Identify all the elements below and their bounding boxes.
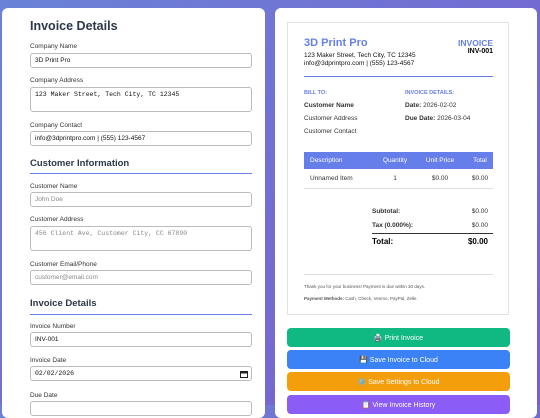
tax-label: Tax (0.000%): <box>372 222 414 229</box>
invoice-number-input[interactable] <box>30 332 252 347</box>
customer-contact-input[interactable] <box>30 270 252 285</box>
payment-methods: Cash, Check, Venmo, PayPal, Zelle <box>345 296 417 301</box>
footer-line <box>304 274 493 275</box>
save-settings-button[interactable]: ⚙️ Save Settings to Cloud <box>287 372 510 391</box>
table-header-cell: Description <box>310 157 343 164</box>
row-line <box>304 188 493 189</box>
table-cell: Unnamed Item <box>310 175 353 182</box>
invoice-title: INVOICE <box>458 38 493 48</box>
label: Customer Email/Phone <box>30 261 97 268</box>
label: Company Contact <box>30 122 83 129</box>
subtotal: $0.00 <box>471 208 488 215</box>
due-date-input[interactable] <box>30 401 252 416</box>
customer-contact: Customer Contact <box>304 128 357 135</box>
label: Invoice Date <box>30 357 67 364</box>
customer-address: Customer Address <box>304 115 358 122</box>
company-name-input[interactable] <box>30 53 252 68</box>
table-header-cell: Total <box>473 157 487 164</box>
payment-label: Payment Methods: <box>304 296 345 301</box>
divider <box>30 173 252 174</box>
invoice-date-input[interactable] <box>30 366 252 381</box>
label: Customer Address <box>30 216 84 223</box>
total-line <box>372 233 493 234</box>
subtotal-label: Subtotal: <box>372 208 401 215</box>
table-cell: $0.00 <box>431 175 449 182</box>
heading: Invoice Details <box>30 19 118 33</box>
total: $0.00 <box>467 237 488 246</box>
label: Company Name <box>30 43 77 50</box>
label: Customer Name <box>30 183 78 190</box>
details-title: INVOICE DETAILS: <box>405 90 455 96</box>
company-address-input[interactable] <box>30 87 252 112</box>
table-header-cell: Quantity <box>382 157 408 164</box>
company: 3D Print Pro <box>304 37 368 49</box>
customer-name: Customer Name <box>304 102 354 109</box>
label: Invoice Number <box>30 323 76 330</box>
payment: Payment Methods: Cash, Check, Venmo, Pay… <box>304 296 417 301</box>
divider <box>30 314 252 315</box>
section-heading: Invoice Details <box>30 298 97 309</box>
total-label: Total: <box>372 237 394 246</box>
due-line: Due Date: 2026-03-04 <box>405 115 470 122</box>
company-contact-input[interactable] <box>30 131 252 146</box>
calendar-icon[interactable] <box>240 370 248 378</box>
address: 123 Maker Street, Tech City, TC 12345 <box>304 52 416 59</box>
save-invoice-button[interactable]: 💾 Save Invoice to Cloud <box>287 350 510 369</box>
date: 2026-02-02 <box>423 102 457 109</box>
divider <box>304 76 493 77</box>
table-cell: $0.00 <box>471 175 489 182</box>
due: 2026-03-04 <box>437 115 471 122</box>
print-button[interactable]: 🖨️ Print Invoice <box>287 328 510 347</box>
customer-address-input[interactable] <box>30 226 252 251</box>
label: Company Address <box>30 77 84 84</box>
form-panel <box>2 8 265 418</box>
invoice-number: INV-001 <box>467 48 493 55</box>
table-header <box>304 152 493 169</box>
date-label: Date: <box>405 102 422 109</box>
tax: $0.00 <box>471 222 488 229</box>
thanks: Thank you for your business! Payment is … <box>304 284 426 289</box>
section-heading: Customer Information <box>30 158 130 169</box>
bill-to: BILL TO: <box>304 90 328 96</box>
customer-name-input[interactable] <box>30 192 252 207</box>
table-header-cell: Unit Price <box>425 157 455 164</box>
date-line: Date: 2026-02-02 <box>405 102 456 109</box>
table-cell: 1 <box>393 175 397 182</box>
label: Due Date <box>30 392 58 399</box>
contact: info@3dprintpro.com | (555) 123-4567 <box>304 60 415 67</box>
due-label: Due Date: <box>405 115 436 122</box>
